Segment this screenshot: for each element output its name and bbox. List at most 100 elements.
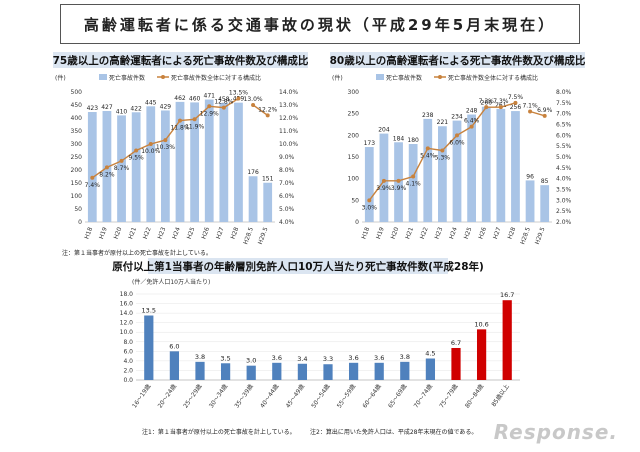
bar-value-label: 221 [437, 119, 449, 126]
x-tick-label: 75～79歳 [437, 383, 459, 410]
ratio-value-label: 7.3% [479, 98, 495, 105]
y-tick-label: 18.0 [120, 291, 134, 298]
x-tick-label: H20 [113, 226, 124, 240]
bar [502, 300, 512, 380]
ratio-point [236, 96, 241, 101]
bar-value-label: 3.0 [246, 357, 256, 365]
y-right-tick-label: 2.0% [556, 219, 572, 226]
bar [379, 133, 389, 222]
bar [117, 115, 126, 222]
ratio-value-label: 7.5% [508, 94, 524, 101]
bottom-chart-title: 原付以上第1当事者の年齢層別免許人口10万人当たり死亡事故件数(平成28年) [112, 258, 484, 274]
y-left-tick-label: 0 [355, 219, 359, 226]
ratio-point [484, 105, 489, 110]
bar-value-label: 13.5 [142, 307, 156, 315]
y-right-tick-label: 6.0% [556, 132, 572, 139]
page-title: 高齢運転者に係る交通事故の現状（平成29年5月末現在） [60, 4, 580, 44]
bar [496, 108, 506, 222]
bar-value-label: 151 [262, 176, 274, 183]
legend-bar-label: 死亡事故件数 [386, 74, 422, 82]
bar [169, 351, 180, 380]
bar-value-label: 256 [510, 104, 522, 111]
y-left-tick-label: 300 [348, 89, 360, 96]
ratio-line-monthly [252, 104, 269, 116]
y-right-tick-label: 3.5% [556, 187, 572, 194]
legend-bar-swatch [376, 74, 384, 80]
ratio-point [163, 138, 168, 143]
bar-value-label: 410 [116, 108, 128, 115]
y-left-tick-label: 100 [348, 176, 360, 183]
bar [425, 358, 436, 380]
x-tick-label: 45～49歳 [284, 383, 306, 410]
x-tick-label: H22 [419, 226, 430, 240]
legend-line-marker [161, 75, 165, 79]
ratio-value-label: 12.2% [258, 106, 277, 113]
ratio-value-label: 10.3% [156, 144, 175, 151]
bar-value-label: 460 [189, 95, 201, 102]
right-chart: (件) 死亡事故件数 死亡事故件数全体に対する構成比 0 50 100 150 200 250 3… [332, 74, 572, 245]
bar [219, 102, 229, 222]
bar-value-label: 3.3 [323, 355, 333, 363]
y-right-tick-label: 11.0% [279, 128, 298, 135]
x-tick-label: 65～69歳 [386, 383, 408, 410]
ratio-point [90, 175, 95, 180]
x-tick-label: H28.5 [242, 226, 255, 245]
y-tick-label: 4.0 [123, 358, 133, 365]
x-tick-label: H18 [83, 226, 94, 240]
ratio-value-label: 8.7% [114, 165, 130, 172]
y-right-tick-label: 7.5% [556, 100, 572, 107]
y-right-tick-label: 8.0% [556, 89, 572, 96]
bar-value-label: 6.0 [169, 342, 179, 350]
y-left-tick-label: 400 [71, 115, 83, 122]
x-tick-label: 35～39歳 [233, 383, 255, 410]
x-tick-label: H21 [127, 226, 138, 240]
y-right-tick-label: 13.0% [279, 102, 298, 109]
x-tick-label: H24 [171, 226, 182, 240]
y-left-tick-label: 450 [71, 102, 83, 109]
ratio-point [178, 118, 182, 123]
x-tick-label: H24 [448, 226, 459, 240]
y-left-tick-label: 150 [71, 180, 83, 187]
ratio-value-label: 3.9% [391, 185, 407, 192]
bar-value-label: 248 [466, 108, 478, 115]
bar-value-label: 16.7 [500, 291, 514, 299]
x-tick-label: H29.5 [534, 226, 547, 245]
y-right-tick-label: 5.5% [556, 143, 572, 150]
bar [481, 106, 491, 222]
ratio-point [381, 178, 386, 183]
x-tick-label: H27 [215, 226, 226, 240]
bar [195, 361, 205, 380]
bar-value-label: 173 [364, 140, 376, 147]
ratio-value-label: 12.8% [214, 99, 233, 106]
y-left-tick-label: 500 [71, 89, 83, 96]
x-tick-label: H26 [477, 226, 488, 240]
ratio-point [134, 148, 139, 153]
left-chart: (件) 死亡事故件数 死亡事故件数全体に対する構成比 0 50 100 150 200 250 3… [55, 74, 298, 245]
x-tick-label: 80～84歳 [463, 383, 485, 410]
y-right-tick-label: 5.0% [279, 206, 295, 213]
ratio-point [148, 142, 153, 146]
x-tick-label: H28 [230, 226, 241, 240]
x-tick-label: 55～59歳 [335, 383, 357, 410]
y-right-tick-label: 6.5% [556, 122, 572, 129]
ratio-value-label: 6.0% [449, 139, 465, 146]
y-tick-label: 16.0 [120, 301, 134, 308]
ratio-point [542, 113, 547, 118]
bar-value-label: 445 [145, 99, 157, 106]
bar [476, 329, 487, 380]
legend-line-label: 死亡事故件数全体に対する構成比 [448, 74, 538, 82]
ratio-point [367, 198, 372, 203]
bar [297, 363, 308, 380]
ratio-value-label: 13.0% [244, 96, 263, 103]
legend-line-label: 死亡事故件数全体に対する構成比 [171, 74, 261, 82]
bar-value-label: 3.8 [195, 353, 205, 361]
bar [423, 118, 433, 222]
x-tick-label: 30～34歳 [207, 383, 229, 410]
ratio-value-label: 8.2% [99, 171, 115, 178]
y-tick-label: 2.0 [123, 367, 133, 374]
bar [348, 362, 359, 380]
legend-bar-swatch [99, 74, 107, 80]
y-left-tick-label: 200 [71, 167, 83, 174]
ratio-value-label: 9.5% [129, 155, 145, 162]
bar-value-label: 184 [393, 135, 405, 142]
